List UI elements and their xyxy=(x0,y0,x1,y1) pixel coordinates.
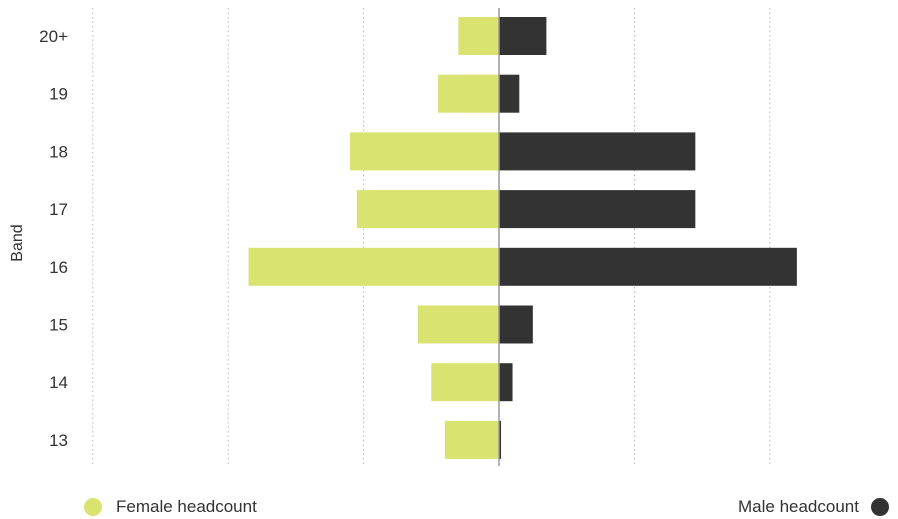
legend-label-female: Female headcount xyxy=(116,497,257,516)
y-tick-label: 13 xyxy=(49,431,68,450)
bar-male-13[interactable] xyxy=(499,420,502,459)
bars xyxy=(248,17,797,459)
bar-male-17[interactable] xyxy=(499,190,696,229)
bar-male-18[interactable] xyxy=(499,132,696,171)
legend-swatch-male xyxy=(870,498,889,516)
bar-male-19[interactable] xyxy=(499,74,520,113)
y-tick-label: 18 xyxy=(49,142,68,161)
bar-female-17[interactable] xyxy=(356,190,499,229)
bar-male-15[interactable] xyxy=(499,305,533,344)
bar-female-18[interactable] xyxy=(350,132,499,171)
bar-female-13[interactable] xyxy=(444,420,499,459)
bar-female-15[interactable] xyxy=(417,305,499,344)
bar-female-20+[interactable] xyxy=(458,17,499,55)
legend-item-female[interactable]: Female headcount xyxy=(84,497,257,517)
bar-female-14[interactable] xyxy=(431,363,499,402)
bar-female-19[interactable] xyxy=(438,74,499,113)
bar-female-16[interactable] xyxy=(248,247,499,286)
legend-label-male: Male headcount xyxy=(738,497,859,516)
legend-swatch-female xyxy=(84,498,102,516)
legend-item-male[interactable]: Male headcount xyxy=(738,497,889,517)
y-tick-label: 14 xyxy=(49,373,68,392)
y-axis-title: Band xyxy=(9,224,26,261)
y-tick-label: 16 xyxy=(49,258,68,277)
y-tick-label: 17 xyxy=(49,200,68,219)
bar-male-14[interactable] xyxy=(499,363,513,402)
y-tick-label: 19 xyxy=(49,85,68,104)
y-tick-labels: 20+ 19 18 17 16 15 14 13 xyxy=(39,27,68,450)
y-tick-label: 20+ xyxy=(39,27,68,46)
bar-male-16[interactable] xyxy=(499,247,797,286)
bar-male-20+[interactable] xyxy=(499,17,547,55)
y-tick-label: 15 xyxy=(49,316,68,335)
